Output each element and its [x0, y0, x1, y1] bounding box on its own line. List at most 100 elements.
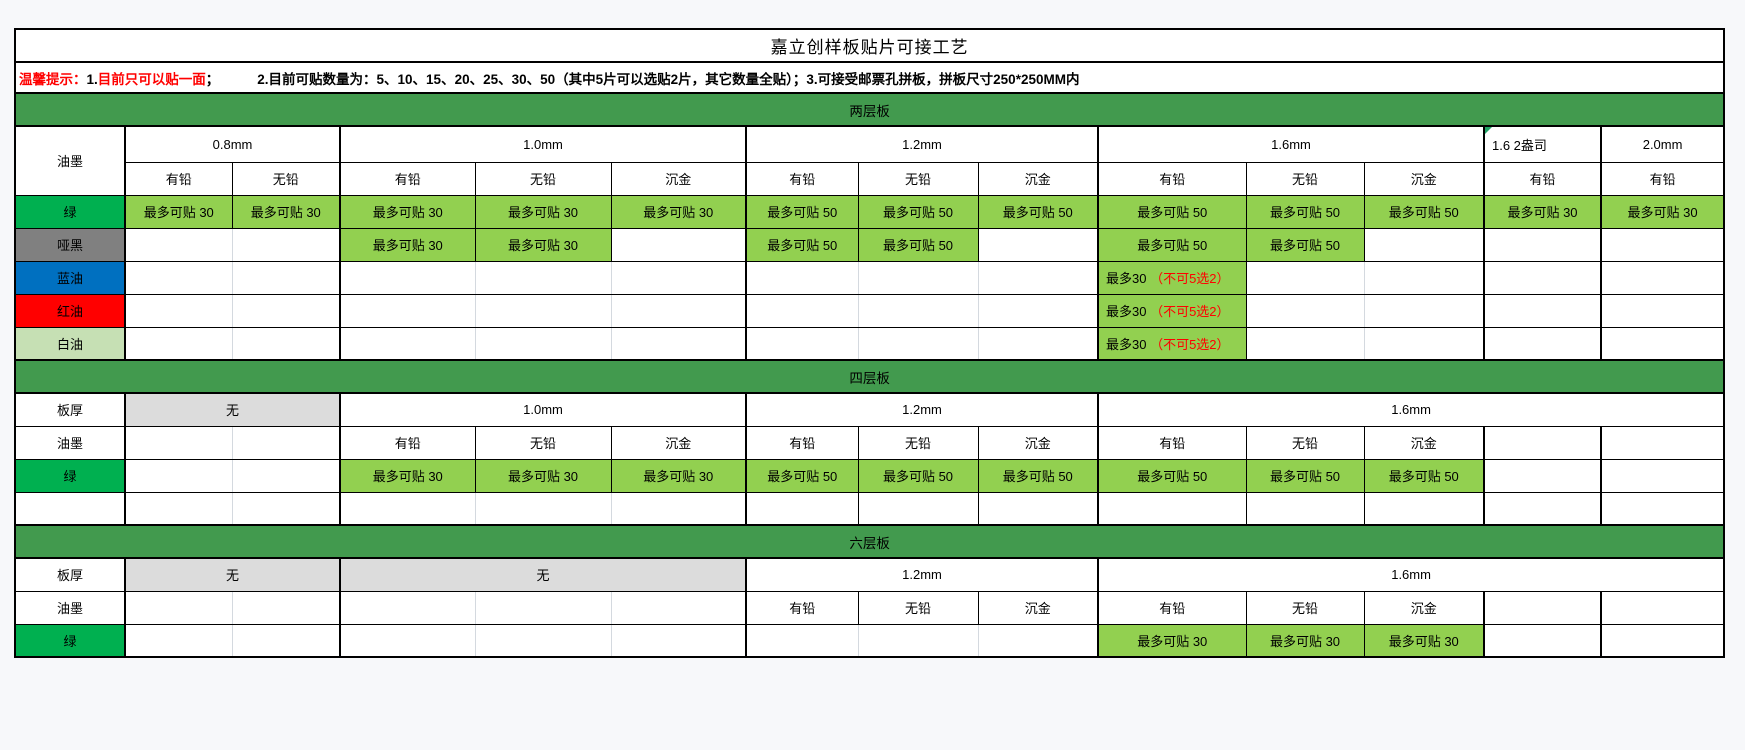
empty-cell[interactable]: [1599, 425, 1725, 460]
empty-cell[interactable]: [231, 326, 341, 361]
empty-cell[interactable]: [339, 293, 476, 328]
empty-cell[interactable]: [1599, 293, 1725, 328]
group-header[interactable]: 1.6mm: [1097, 125, 1485, 163]
empty-cell[interactable]: [1599, 260, 1725, 295]
value-cell[interactable]: 最多30 （不可5选2）: [1097, 326, 1247, 361]
value-cell[interactable]: 最多可贴 50: [1363, 458, 1485, 493]
value-cell[interactable]: 最多可贴 50: [1245, 194, 1365, 229]
empty-cell[interactable]: [1483, 293, 1602, 328]
empty-cell[interactable]: [339, 623, 476, 658]
empty-cell[interactable]: [1599, 590, 1725, 625]
sub-header[interactable]: 有铅: [745, 425, 859, 460]
sub-header[interactable]: 沉金: [1363, 425, 1485, 460]
sub-header[interactable]: 无铅: [474, 425, 612, 460]
empty-cell[interactable]: [231, 590, 341, 625]
sub-header[interactable]: 沉金: [1363, 161, 1485, 196]
empty-cell[interactable]: [124, 590, 233, 625]
value-cell[interactable]: 最多可贴 30: [1363, 623, 1485, 658]
empty-cell[interactable]: [745, 293, 859, 328]
corner-label[interactable]: 油墨: [14, 125, 126, 196]
empty-cell[interactable]: [1599, 227, 1725, 262]
sub-header[interactable]: 有铅: [1097, 590, 1247, 625]
notice-cell[interactable]: 温馨提示：1.目前只可以贴一面； 2.目前可贴数量为：5、10、15、20、25、…: [14, 61, 1725, 94]
empty-cell[interactable]: [1483, 260, 1602, 295]
value-cell[interactable]: 最多可贴 50: [1363, 194, 1485, 229]
group-header[interactable]: 1.2mm: [745, 557, 1099, 592]
empty-cell[interactable]: [977, 491, 1099, 526]
value-cell[interactable]: 最多可贴 50: [857, 227, 979, 262]
empty-cell[interactable]: [474, 326, 612, 361]
value-cell[interactable]: 最多可贴 30: [474, 227, 612, 262]
group-header[interactable]: 1.6 2盎司: [1483, 125, 1602, 163]
group-header[interactable]: 无: [124, 392, 341, 427]
empty-cell[interactable]: [610, 260, 747, 295]
value-cell[interactable]: 最多可贴 50: [745, 194, 859, 229]
value-cell[interactable]: 最多可贴 30: [339, 458, 476, 493]
empty-cell[interactable]: [1599, 458, 1725, 493]
value-cell[interactable]: 最多可贴 50: [1245, 458, 1365, 493]
sub-header[interactable]: 沉金: [977, 425, 1099, 460]
row-label[interactable]: 蓝油: [14, 260, 126, 295]
sub-header[interactable]: 无铅: [231, 161, 341, 196]
sub-header[interactable]: 无铅: [1245, 161, 1365, 196]
empty-cell[interactable]: [857, 326, 979, 361]
group-header[interactable]: 1.2mm: [745, 125, 1099, 163]
empty-cell[interactable]: [1245, 260, 1365, 295]
empty-cell[interactable]: [1483, 623, 1602, 658]
value-cell[interactable]: 最多可贴 30: [339, 227, 476, 262]
section-title[interactable]: 两层板: [14, 92, 1725, 127]
value-cell[interactable]: 最多可贴 30: [474, 458, 612, 493]
empty-cell[interactable]: [745, 491, 859, 526]
empty-cell[interactable]: [474, 491, 612, 526]
section-title[interactable]: 六层板: [14, 524, 1725, 559]
empty-cell[interactable]: [1599, 623, 1725, 658]
empty-cell[interactable]: [474, 590, 612, 625]
empty-cell[interactable]: [124, 260, 233, 295]
empty-cell[interactable]: [1363, 293, 1485, 328]
empty-cell[interactable]: [610, 326, 747, 361]
value-cell[interactable]: 最多可贴 50: [1097, 458, 1247, 493]
value-cell[interactable]: 最多可贴 30: [231, 194, 341, 229]
value-cell[interactable]: 最多30 （不可5选2）: [1097, 260, 1247, 295]
empty-cell[interactable]: [857, 260, 979, 295]
empty-cell[interactable]: [610, 227, 747, 262]
empty-cell[interactable]: [1363, 260, 1485, 295]
empty-cell[interactable]: [610, 293, 747, 328]
group-header[interactable]: 1.0mm: [339, 125, 747, 163]
value-cell[interactable]: 最多可贴 30: [1097, 623, 1247, 658]
empty-cell[interactable]: [977, 623, 1099, 658]
empty-cell[interactable]: [231, 227, 341, 262]
empty-cell[interactable]: [1245, 326, 1365, 361]
empty-cell[interactable]: [1363, 491, 1485, 526]
empty-cell[interactable]: [124, 326, 233, 361]
row-label[interactable]: 油墨: [14, 590, 126, 625]
empty-cell[interactable]: [1599, 326, 1725, 361]
empty-cell[interactable]: [745, 623, 859, 658]
empty-cell[interactable]: [1483, 491, 1602, 526]
empty-cell[interactable]: [339, 590, 476, 625]
sub-header[interactable]: 有铅: [1097, 161, 1247, 196]
empty-cell[interactable]: [124, 227, 233, 262]
value-cell[interactable]: 最多可贴 30: [1483, 194, 1602, 229]
row-label[interactable]: 白油: [14, 326, 126, 361]
empty-cell[interactable]: [231, 260, 341, 295]
row-label[interactable]: 板厚: [14, 557, 126, 592]
group-header[interactable]: 无: [339, 557, 747, 592]
value-cell[interactable]: 最多可贴 50: [857, 194, 979, 229]
empty-cell[interactable]: [339, 491, 476, 526]
empty-cell[interactable]: [977, 326, 1099, 361]
empty-cell[interactable]: [1483, 458, 1602, 493]
sub-header[interactable]: 有铅: [745, 590, 859, 625]
empty-cell[interactable]: [1245, 491, 1365, 526]
empty-cell[interactable]: [1363, 227, 1485, 262]
empty-cell[interactable]: [610, 590, 747, 625]
sub-header[interactable]: 有铅: [745, 161, 859, 196]
sub-header[interactable]: 沉金: [977, 590, 1099, 625]
value-cell[interactable]: 最多可贴 50: [1097, 227, 1247, 262]
empty-cell[interactable]: [339, 260, 476, 295]
sub-header[interactable]: 有铅: [124, 161, 233, 196]
sub-header[interactable]: 有铅: [339, 425, 476, 460]
value-cell[interactable]: 最多可贴 30: [610, 194, 747, 229]
empty-cell[interactable]: [857, 293, 979, 328]
value-cell[interactable]: 最多可贴 50: [977, 194, 1099, 229]
